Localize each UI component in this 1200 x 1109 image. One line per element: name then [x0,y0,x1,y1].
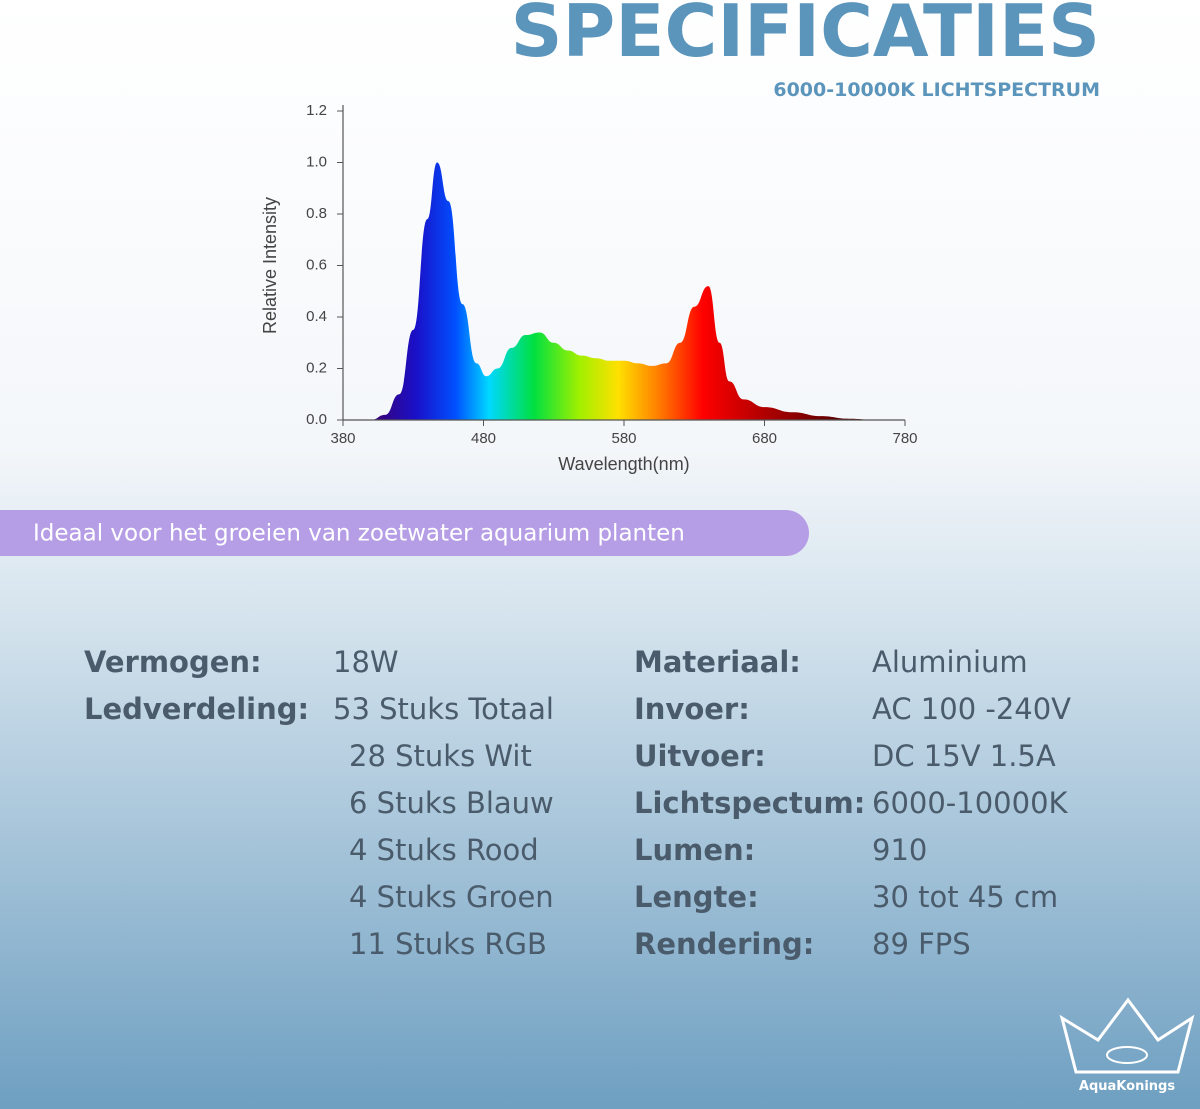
y-tick-label: 0.4 [306,308,327,325]
spectrum-chart: 0.0 0.2 0.4 0.6 0.8 1.0 1.2 380 480 580 680 780 Wave… [260,102,918,474]
spec-value: DC 15V 1.5A [872,739,1056,773]
spec-value: 6000-10000K [872,786,1069,820]
banner-text: Ideaal voor het groeien van zoetwater aq… [33,521,685,547]
spec-value: 4 Stuks Rood [349,833,539,867]
y-tick-label: 1.2 [306,102,327,119]
specs: Vermogen: 18W Ledverdeling: 53 Stuks Totaal… [84,645,1071,961]
spec-label: Materiaal: [634,645,801,679]
x-tick-label: 580 [611,430,636,447]
x-tick-label: 480 [471,430,496,447]
y-tick-label: 1.0 [306,153,327,170]
x-tick-label: 680 [752,430,777,447]
x-tick-label: 380 [330,430,355,447]
banner [0,510,809,556]
spec-value: 30 tot 45 cm [872,880,1058,914]
spec-value: Aluminium [872,645,1028,679]
y-tick-label: 0.8 [306,205,327,222]
spec-value: 4 Stuks Groen [349,880,554,914]
spec-value: 89 FPS [872,927,971,961]
x-tick-label: 780 [892,430,917,447]
spec-value: 11 Stuks RGB [349,927,547,961]
spec-label: Invoer: [634,692,750,726]
spec-label: Uitvoer: [634,739,766,773]
spec-label: Vermogen: [84,645,262,679]
spectrum-area [371,162,877,420]
logo-text: AquaKonings [1079,1079,1175,1094]
spec-value: 910 [872,833,927,867]
spec-value: 6 Stuks Blauw [349,786,554,820]
spec-label: Ledverdeling: [84,692,309,726]
spec-label: Lengte: [634,880,759,914]
x-axis-title: Wavelength(nm) [558,454,689,474]
y-axis-title: Relative Intensity [260,197,280,334]
y-tick-label: 0.2 [306,359,327,376]
logo-fish [1106,1046,1148,1064]
spec-value: AC 100 -240V [872,692,1071,726]
spec-value: 53 Stuks Totaal [333,692,554,726]
subtitle: 6000-10000K LICHTSPECTRUM [773,79,1100,101]
logo-crown [1059,997,1195,1074]
spec-label: Rendering: [634,927,814,961]
spec-value: 18W [333,645,399,679]
title: SPECIFICATIES [511,0,1100,73]
spec-label: Lumen: [634,833,755,867]
y-tick-label: 0.6 [306,256,327,273]
spec-value: 28 Stuks Wit [349,739,532,773]
y-tick-label: 0.0 [306,411,327,428]
spec-label: Lichtspectum: [634,786,865,820]
logo: AquaKonings [1059,997,1195,1094]
